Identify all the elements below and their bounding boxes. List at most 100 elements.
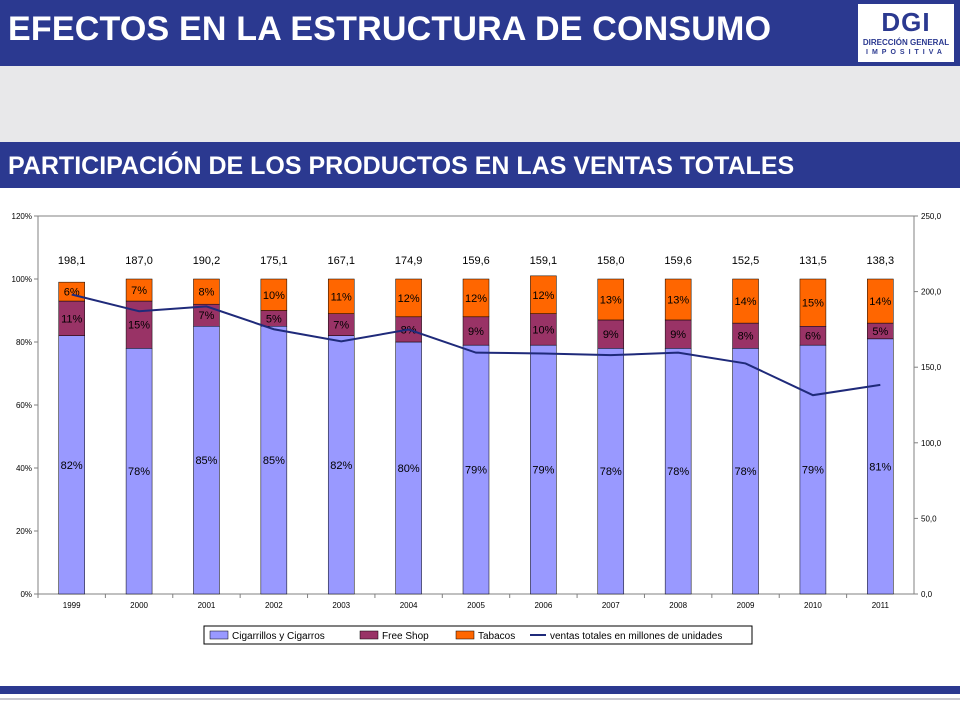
x-axis-label: 2006 bbox=[534, 601, 552, 610]
label-tabacos: 13% bbox=[667, 294, 689, 306]
legend-swatch bbox=[359, 630, 379, 640]
ventas-totales-label: 167,1 bbox=[327, 255, 355, 267]
label-cigarrillos: 78% bbox=[128, 466, 150, 478]
bar-tabacos bbox=[597, 278, 625, 321]
ventas-totales-label: 198,1 bbox=[58, 255, 86, 267]
x-axis-label: 2003 bbox=[332, 601, 350, 610]
label-tabacos: 11% bbox=[331, 291, 352, 303]
header-bar: EFECTOS EN LA ESTRUCTURA DE CONSUMO DGI … bbox=[0, 0, 960, 66]
label-free-shop: 5% bbox=[266, 313, 282, 325]
subtitle-bar: PARTICIPACIÓN DE LOS PRODUCTOS EN LAS VE… bbox=[0, 142, 960, 188]
bar-tabacos bbox=[260, 278, 288, 311]
left-axis-label: 80% bbox=[16, 338, 32, 347]
label-free-shop: 9% bbox=[468, 326, 484, 338]
ventas-totales-line bbox=[71, 293, 881, 397]
label-cigarrillos: 82% bbox=[330, 460, 352, 472]
label-free-shop: 6% bbox=[805, 331, 821, 343]
right-axis-label: 0,0 bbox=[921, 590, 933, 599]
section-subtitle: PARTICIPACIÓN DE LOS PRODUCTOS EN LAS VE… bbox=[8, 152, 795, 180]
label-tabacos: 12% bbox=[398, 293, 420, 305]
label-cigarrillos: 82% bbox=[61, 460, 83, 472]
label-cigarrillos: 81% bbox=[869, 461, 891, 473]
legend-label: ventas totales en millones de unidades bbox=[550, 631, 722, 642]
x-axis-label: 2010 bbox=[804, 601, 822, 610]
label-tabacos: 12% bbox=[532, 290, 554, 302]
footer-line bbox=[0, 698, 960, 700]
bar-tabacos bbox=[125, 278, 153, 302]
bar-tabacos bbox=[732, 278, 759, 324]
label-tabacos: 13% bbox=[600, 294, 622, 306]
bar-tabacos bbox=[799, 278, 827, 327]
label-cigarrillos: 85% bbox=[263, 455, 285, 467]
legend-label: Cigarrillos y Cigarros bbox=[232, 631, 325, 642]
label-cigarrillos: 78% bbox=[667, 466, 689, 478]
logo-text: DGI bbox=[881, 7, 931, 37]
left-axis-label: 20% bbox=[16, 527, 32, 536]
stacked-bar-chart: 0% 20% 40% 60% 80% 100% 120% 0,0 50,0 100,0 150,0 2… bbox=[12, 212, 942, 645]
logo-subtitle-2: IMPOSITIVA bbox=[866, 49, 946, 56]
bar-cigarrillos bbox=[664, 348, 692, 595]
right-axis-label: 150,0 bbox=[921, 363, 942, 372]
bar-cigarrillos bbox=[867, 338, 894, 595]
bar-tabacos bbox=[530, 275, 557, 314]
bar-free-shop bbox=[530, 313, 557, 346]
footer-bar bbox=[0, 686, 960, 694]
right-axis-label: 50,0 bbox=[921, 514, 937, 523]
label-cigarrillos: 79% bbox=[532, 465, 554, 477]
bar-free-shop bbox=[732, 322, 759, 349]
label-cigarrillos: 85% bbox=[195, 455, 217, 467]
label-free-shop: 11% bbox=[61, 313, 82, 325]
bar-tabacos bbox=[327, 278, 355, 314]
x-axis-label: 2004 bbox=[400, 601, 418, 610]
ventas-totales-label: 187,0 bbox=[125, 255, 153, 267]
label-free-shop: 9% bbox=[603, 329, 619, 341]
ventas-totales-label: 175,1 bbox=[260, 255, 288, 267]
ventas-totales-label: 138,3 bbox=[867, 255, 895, 267]
label-cigarrillos: 79% bbox=[465, 465, 487, 477]
label-tabacos: 7% bbox=[131, 285, 147, 297]
bar-cigarrillos bbox=[125, 348, 153, 595]
bar-cigarrillos bbox=[58, 335, 85, 595]
left-axis-label: 100% bbox=[12, 275, 32, 284]
ventas-totales-label: 131,5 bbox=[799, 255, 827, 267]
legend-swatch bbox=[455, 630, 475, 640]
chart-legend bbox=[203, 625, 753, 645]
left-axis-label: 60% bbox=[16, 401, 32, 410]
logo-subtitle-1: DIRECCIÓN GENERAL bbox=[862, 38, 950, 47]
bar-tabacos bbox=[462, 278, 490, 318]
bar-free-shop bbox=[58, 300, 85, 336]
x-axis-label: 2002 bbox=[265, 601, 283, 610]
bar-cigarrillos bbox=[462, 344, 490, 595]
bar-tabacos bbox=[193, 278, 220, 305]
label-tabacos: 10% bbox=[263, 290, 285, 302]
x-axis-label: 2005 bbox=[467, 601, 485, 610]
bar-cigarrillos bbox=[327, 335, 355, 595]
label-free-shop: 5% bbox=[872, 326, 888, 338]
ventas-totales-label: 159,1 bbox=[530, 255, 558, 267]
x-axis-label: 2001 bbox=[198, 601, 216, 610]
ventas-totales-label: 159,6 bbox=[462, 255, 490, 267]
left-axis-label: 120% bbox=[12, 212, 32, 221]
x-axis-label: 2000 bbox=[130, 601, 148, 610]
x-axis-label: 2008 bbox=[669, 601, 687, 610]
dgi-logo: DGI DIRECCIÓN GENERAL IMPOSITIVA bbox=[858, 4, 954, 62]
label-free-shop: 7% bbox=[333, 320, 349, 332]
x-axis-label: 2009 bbox=[737, 601, 755, 610]
label-free-shop: 7% bbox=[199, 310, 215, 322]
label-tabacos: 12% bbox=[465, 293, 487, 305]
page-title: EFECTOS EN LA ESTRUCTURA DE CONSUMO bbox=[8, 10, 772, 48]
right-axis-label: 250,0 bbox=[921, 212, 942, 221]
label-tabacos: 8% bbox=[199, 287, 215, 299]
x-axis-label: 1999 bbox=[63, 601, 81, 610]
label-tabacos: 15% bbox=[802, 298, 824, 310]
bar-free-shop bbox=[597, 319, 625, 349]
bar-tabacos bbox=[664, 278, 692, 321]
legend-label: Tabacos bbox=[478, 631, 515, 642]
label-tabacos: 14% bbox=[869, 296, 891, 308]
ventas-totales-label: 152,5 bbox=[732, 255, 760, 267]
bar-cigarrillos bbox=[395, 341, 422, 595]
legend-label: Free Shop bbox=[382, 631, 429, 642]
ventas-totales-label: 190,2 bbox=[193, 255, 221, 267]
label-tabacos: 14% bbox=[735, 296, 757, 308]
label-cigarrillos: 79% bbox=[802, 465, 824, 477]
